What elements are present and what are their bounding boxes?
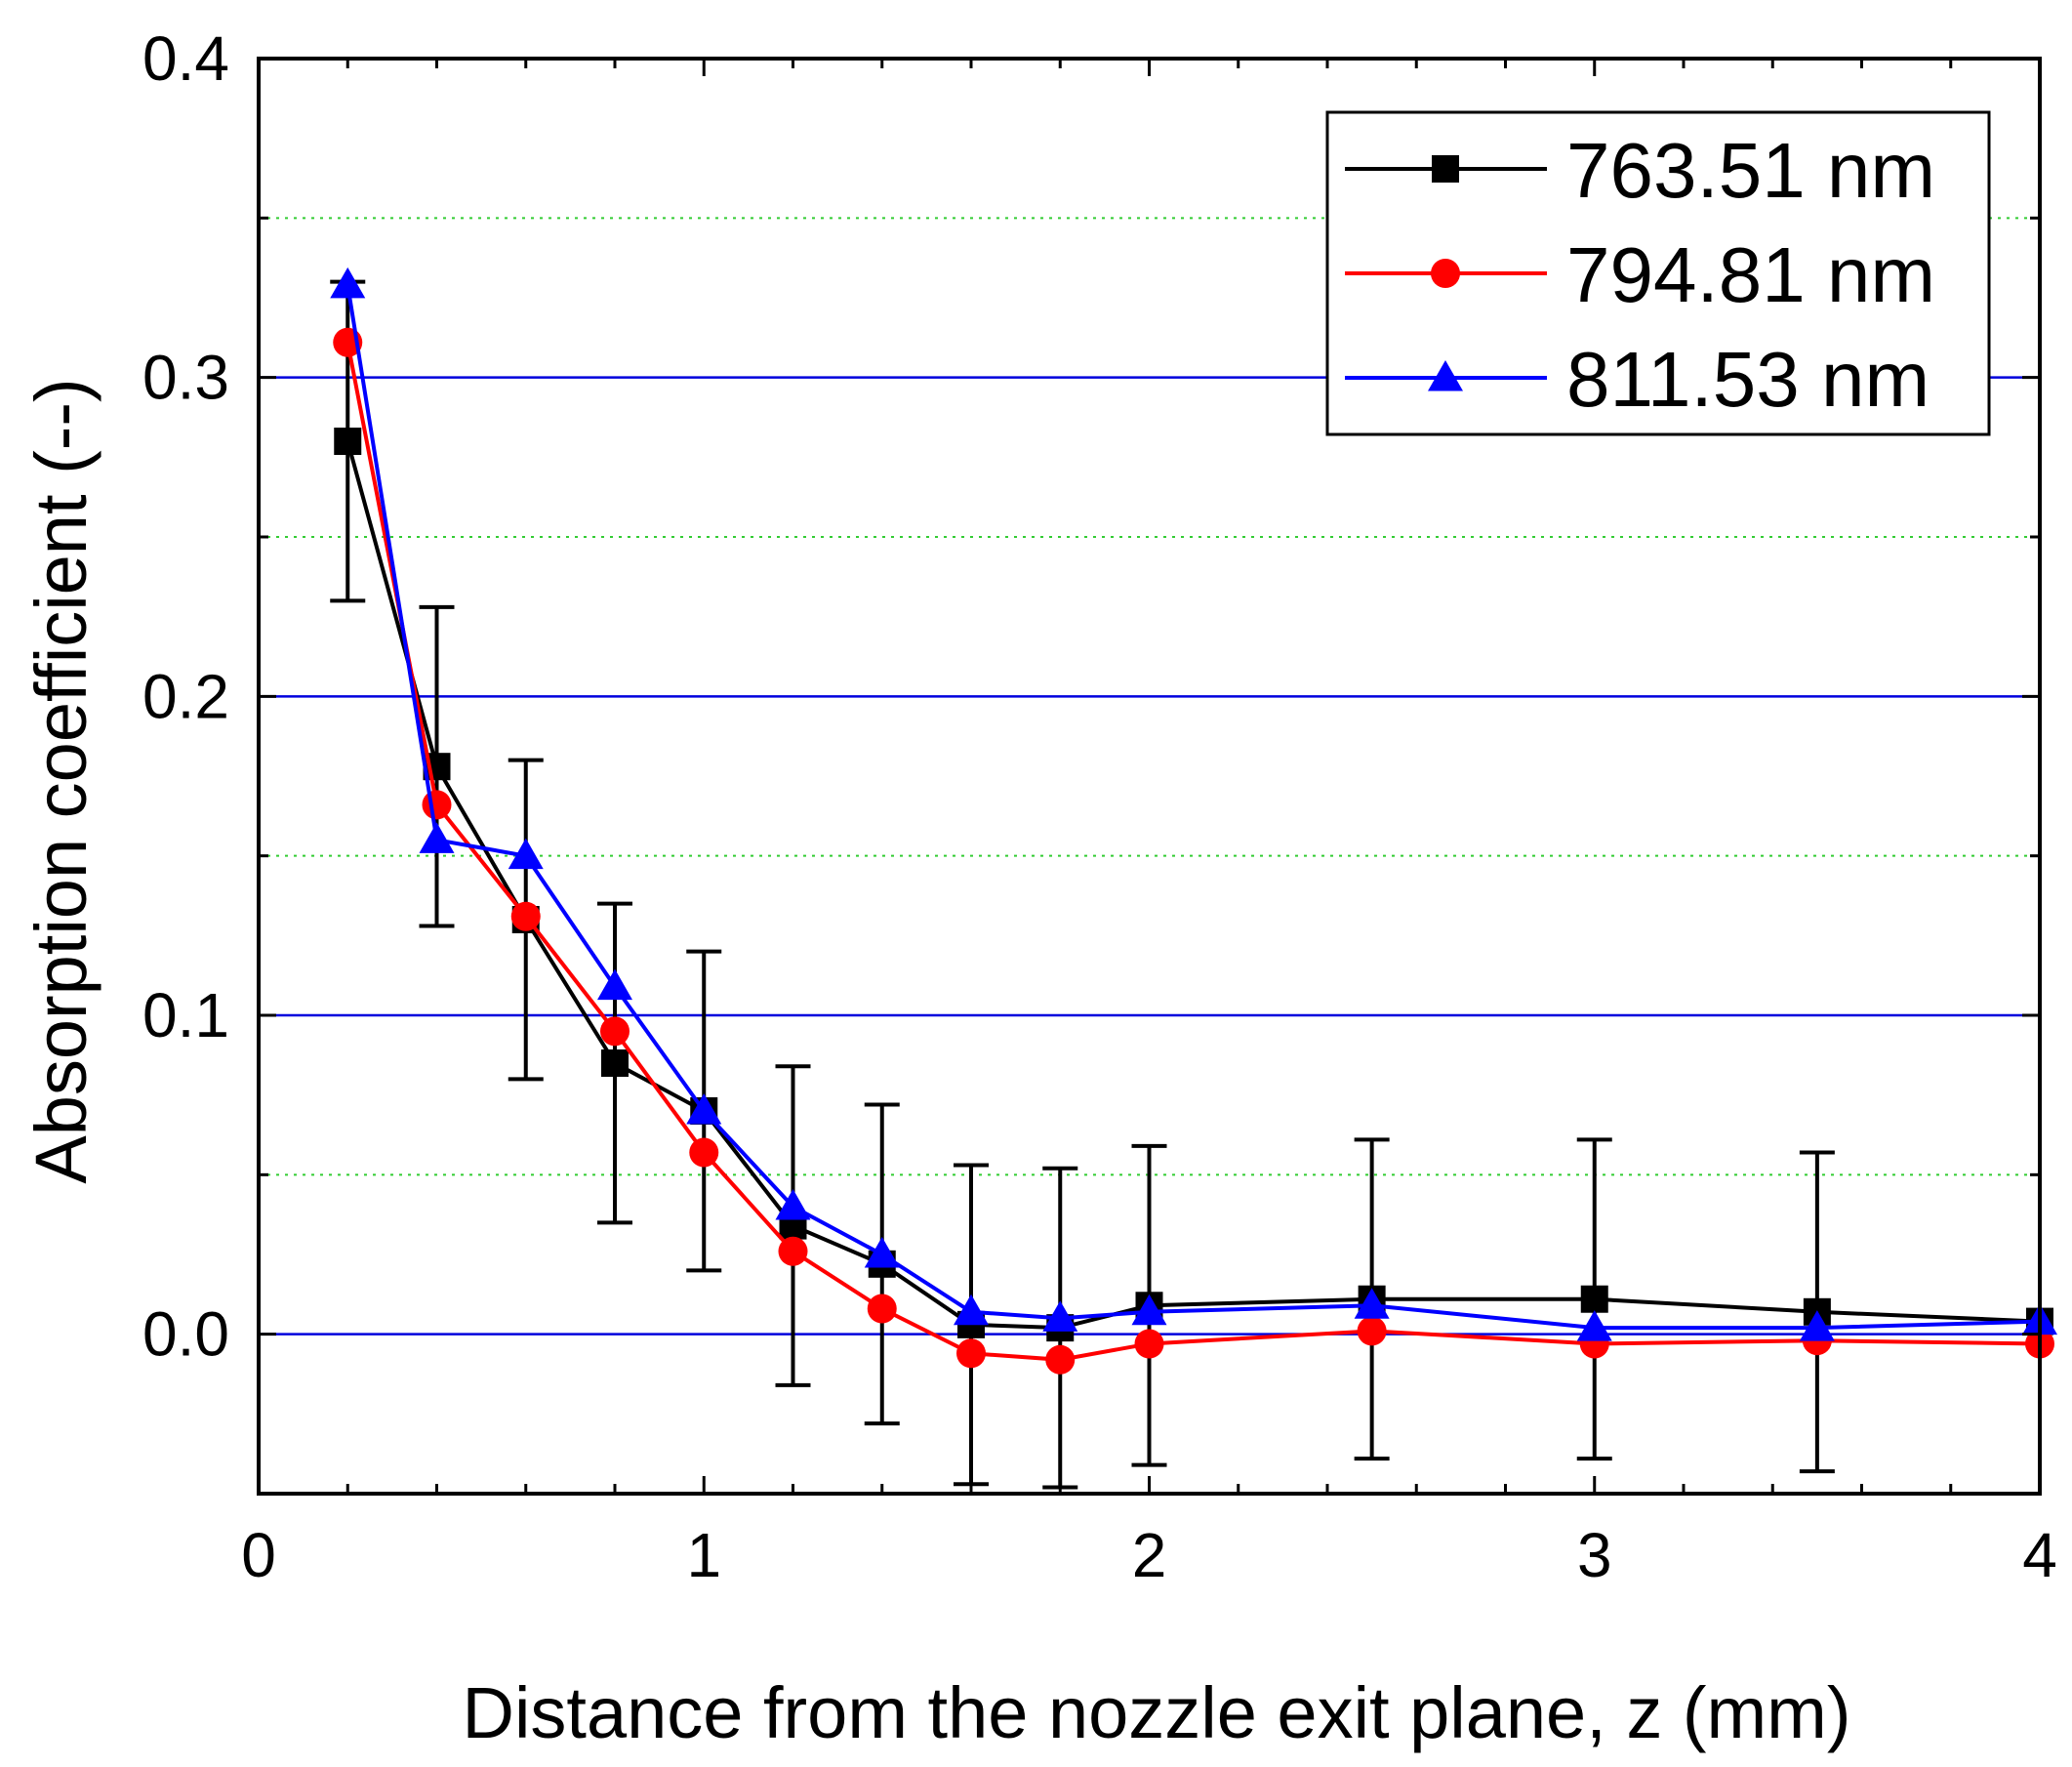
x-tick-label: 1 <box>686 1520 721 1590</box>
legend-marker <box>1431 259 1460 288</box>
x-tick-label: 4 <box>2022 1520 2057 1590</box>
data-point-3 <box>1576 1310 1612 1341</box>
y-tick-label: 0.2 <box>142 661 229 731</box>
x-tick-label: 2 <box>1132 1520 1167 1590</box>
data-point-3 <box>1799 1310 1835 1341</box>
data-point-2 <box>1134 1329 1164 1359</box>
data-point-2 <box>1357 1316 1387 1346</box>
legend-label: 811.53 nm <box>1566 336 1930 423</box>
legend-marker <box>1432 155 1459 183</box>
axes: 0 1 2 3 4 0.0 0.1 0.2 0.3 0.4 <box>142 23 2057 1590</box>
x-axis-label: Distance from the nozzle exit plane, z (… <box>463 1672 1851 1753</box>
data-point-3 <box>419 822 455 853</box>
series-line-1 <box>345 440 2041 1331</box>
data-point-3 <box>1042 1300 1078 1332</box>
legend-marker <box>1428 360 1463 391</box>
legend-label: 763.51 nm <box>1566 127 1935 214</box>
data-point-1 <box>601 1049 629 1077</box>
data-point-3 <box>1354 1288 1390 1319</box>
x-tick-label: 3 <box>1577 1520 1612 1590</box>
data-point-1 <box>1580 1285 1608 1313</box>
data-point-2 <box>778 1236 808 1266</box>
y-tick-label: 0.1 <box>142 980 229 1050</box>
data-point-3 <box>330 267 366 299</box>
x-tick-label: 0 <box>241 1520 276 1590</box>
legend: 763.51 nm 794.81 nm 811.53 nm <box>1325 110 1991 436</box>
data-point-3 <box>508 838 544 870</box>
data-point-2 <box>956 1338 986 1369</box>
y-tick-label: 0.0 <box>142 1299 229 1370</box>
y-tick-label: 0.3 <box>142 343 229 413</box>
data-point-3 <box>775 1189 811 1220</box>
data-point-3 <box>686 1093 722 1125</box>
data-point-2 <box>510 901 541 931</box>
y-tick-label: 0.4 <box>142 23 229 94</box>
data-point-2 <box>689 1137 719 1168</box>
data-point-3 <box>864 1237 900 1268</box>
plot-area <box>330 267 2057 1490</box>
data-point-2 <box>867 1294 897 1324</box>
y-axis-label: Absorption coefficient (--) <box>20 378 102 1183</box>
data-point-3 <box>954 1294 989 1326</box>
data-point-1 <box>334 428 362 455</box>
data-point-2 <box>422 790 452 820</box>
data-point-2 <box>600 1016 630 1047</box>
series-line-2 <box>345 342 2041 1362</box>
series-line-3 <box>345 284 2041 1331</box>
data-point-2 <box>1045 1344 1076 1375</box>
data-point-3 <box>597 968 632 1001</box>
legend-label: 794.81 nm <box>1566 231 1935 318</box>
data-point-3 <box>1131 1294 1167 1326</box>
